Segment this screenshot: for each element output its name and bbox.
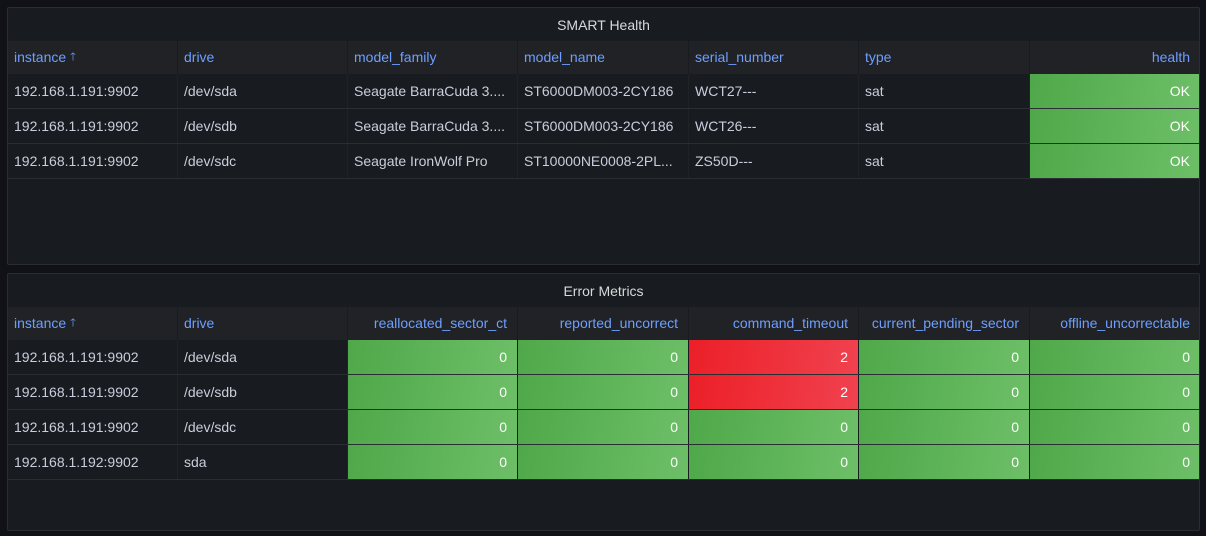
cell-drive: /dev/sdb bbox=[178, 375, 348, 409]
column-header-model-name[interactable]: model_name bbox=[518, 41, 689, 74]
column-header-current-pending-sector[interactable]: current_pending_sector bbox=[859, 307, 1030, 340]
cell-command-timeout: 2 bbox=[689, 375, 859, 409]
table-header-row: instance 🡑 drive reallocated_sector_ct r… bbox=[8, 307, 1199, 340]
cell-serial-number: WCT27--- bbox=[689, 74, 859, 108]
table-row: 192.168.1.192:9902 sda 0 0 0 0 0 bbox=[8, 445, 1199, 480]
column-header-drive[interactable]: drive bbox=[178, 307, 348, 340]
cell-current-pending-sector: 0 bbox=[859, 410, 1030, 444]
cell-type: sat bbox=[859, 74, 1030, 108]
cell-health: OK bbox=[1030, 109, 1199, 143]
error-metrics-table: instance 🡑 drive reallocated_sector_ct r… bbox=[8, 307, 1199, 480]
cell-instance: 192.168.1.191:9902 bbox=[8, 375, 178, 409]
cell-reported-uncorrect: 0 bbox=[518, 445, 689, 479]
cell-model-family: Seagate IronWolf Pro bbox=[348, 144, 518, 178]
cell-reported-uncorrect: 0 bbox=[518, 340, 689, 374]
cell-current-pending-sector: 0 bbox=[859, 340, 1030, 374]
column-header-reported-uncorrect[interactable]: reported_uncorrect bbox=[518, 307, 689, 340]
column-header-model-family[interactable]: model_family bbox=[348, 41, 518, 74]
cell-instance: 192.168.1.191:9902 bbox=[8, 410, 178, 444]
column-header-instance[interactable]: instance 🡑 bbox=[8, 41, 178, 74]
table-row: 192.168.1.191:9902/dev/sdc Seagate IronWo… bbox=[8, 144, 1199, 179]
cell-instance: 192.168.1.191:9902 bbox=[8, 340, 178, 374]
column-header-serial-number[interactable]: serial_number bbox=[689, 41, 859, 74]
cell-serial-number: WCT26--- bbox=[689, 109, 859, 143]
cell-reported-uncorrect: 0 bbox=[518, 375, 689, 409]
cell-instance: 192.168.1.192:9902 bbox=[8, 445, 178, 479]
cell-model-family: Seagate BarraCuda 3.... bbox=[348, 74, 518, 108]
cell-instance: 192.168.1.191:9902 bbox=[8, 74, 178, 108]
cell-command-timeout: 0 bbox=[689, 445, 859, 479]
cell-instance: 192.168.1.191:9902 bbox=[8, 109, 178, 143]
cell-type: sat bbox=[859, 109, 1030, 143]
column-header-offline-uncorrectable[interactable]: offline_uncorrectable bbox=[1030, 307, 1199, 340]
cell-command-timeout: 0 bbox=[689, 410, 859, 444]
cell-current-pending-sector: 0 bbox=[859, 445, 1030, 479]
cell-model-name: ST6000DM003-2CY186 bbox=[518, 74, 689, 108]
cell-reported-uncorrect: 0 bbox=[518, 410, 689, 444]
column-header-type[interactable]: type bbox=[859, 41, 1030, 74]
table-row: 192.168.1.191:9902/dev/sdb Seagate BarraC… bbox=[8, 109, 1199, 144]
cell-instance: 192.168.1.191:9902 bbox=[8, 144, 178, 178]
arrow-up-icon: 🡑 bbox=[70, 317, 76, 329]
cell-reallocated-sector-ct: 0 bbox=[348, 445, 518, 479]
smart-health-panel: SMART Health instance 🡑 drive model_fami… bbox=[7, 7, 1200, 265]
table-row: 192.168.1.191:9902/dev/sda Seagate BarraC… bbox=[8, 74, 1199, 109]
cell-reallocated-sector-ct: 0 bbox=[348, 410, 518, 444]
panel-title[interactable]: Error Metrics bbox=[563, 283, 644, 299]
error-metrics-panel: Error Metrics instance 🡑 drive reallocat… bbox=[7, 273, 1200, 531]
cell-drive: /dev/sdc bbox=[178, 410, 348, 444]
cell-model-name: ST10000NE0008-2PL... bbox=[518, 144, 689, 178]
cell-drive: /dev/sdb bbox=[178, 109, 348, 143]
cell-health: OK bbox=[1030, 144, 1199, 178]
cell-reallocated-sector-ct: 0 bbox=[348, 375, 518, 409]
cell-model-family: Seagate BarraCuda 3.... bbox=[348, 109, 518, 143]
cell-command-timeout: 2 bbox=[689, 340, 859, 374]
cell-drive: /dev/sda bbox=[178, 74, 348, 108]
cell-offline-uncorrectable: 0 bbox=[1030, 340, 1199, 374]
cell-drive: sda bbox=[178, 445, 348, 479]
table-row: 192.168.1.191:9902/dev/sdb 0 0 2 0 0 bbox=[8, 375, 1199, 410]
table-header-row: instance 🡑 drive model_family model_name… bbox=[8, 41, 1199, 74]
cell-offline-uncorrectable: 0 bbox=[1030, 445, 1199, 479]
smart-health-table: instance 🡑 drive model_family model_name… bbox=[8, 41, 1199, 179]
cell-offline-uncorrectable: 0 bbox=[1030, 375, 1199, 409]
column-header-command-timeout[interactable]: command_timeout bbox=[689, 307, 859, 340]
cell-model-name: ST6000DM003-2CY186 bbox=[518, 109, 689, 143]
cell-health: OK bbox=[1030, 74, 1199, 108]
cell-type: sat bbox=[859, 144, 1030, 178]
column-header-drive[interactable]: drive bbox=[178, 41, 348, 74]
column-header-reallocated-sector-ct[interactable]: reallocated_sector_ct bbox=[348, 307, 518, 340]
column-header-health[interactable]: health bbox=[1030, 41, 1199, 74]
cell-serial-number: ZS50D--- bbox=[689, 144, 859, 178]
column-header-instance[interactable]: instance 🡑 bbox=[8, 307, 178, 340]
cell-offline-uncorrectable: 0 bbox=[1030, 410, 1199, 444]
cell-reallocated-sector-ct: 0 bbox=[348, 340, 518, 374]
cell-drive: /dev/sda bbox=[178, 340, 348, 374]
cell-drive: /dev/sdc bbox=[178, 144, 348, 178]
panel-title[interactable]: SMART Health bbox=[557, 17, 650, 33]
cell-current-pending-sector: 0 bbox=[859, 375, 1030, 409]
table-row: 192.168.1.191:9902/dev/sdc 0 0 0 0 0 bbox=[8, 410, 1199, 445]
arrow-up-icon: 🡑 bbox=[70, 51, 76, 63]
table-row: 192.168.1.191:9902/dev/sda 0 0 2 0 0 bbox=[8, 340, 1199, 375]
